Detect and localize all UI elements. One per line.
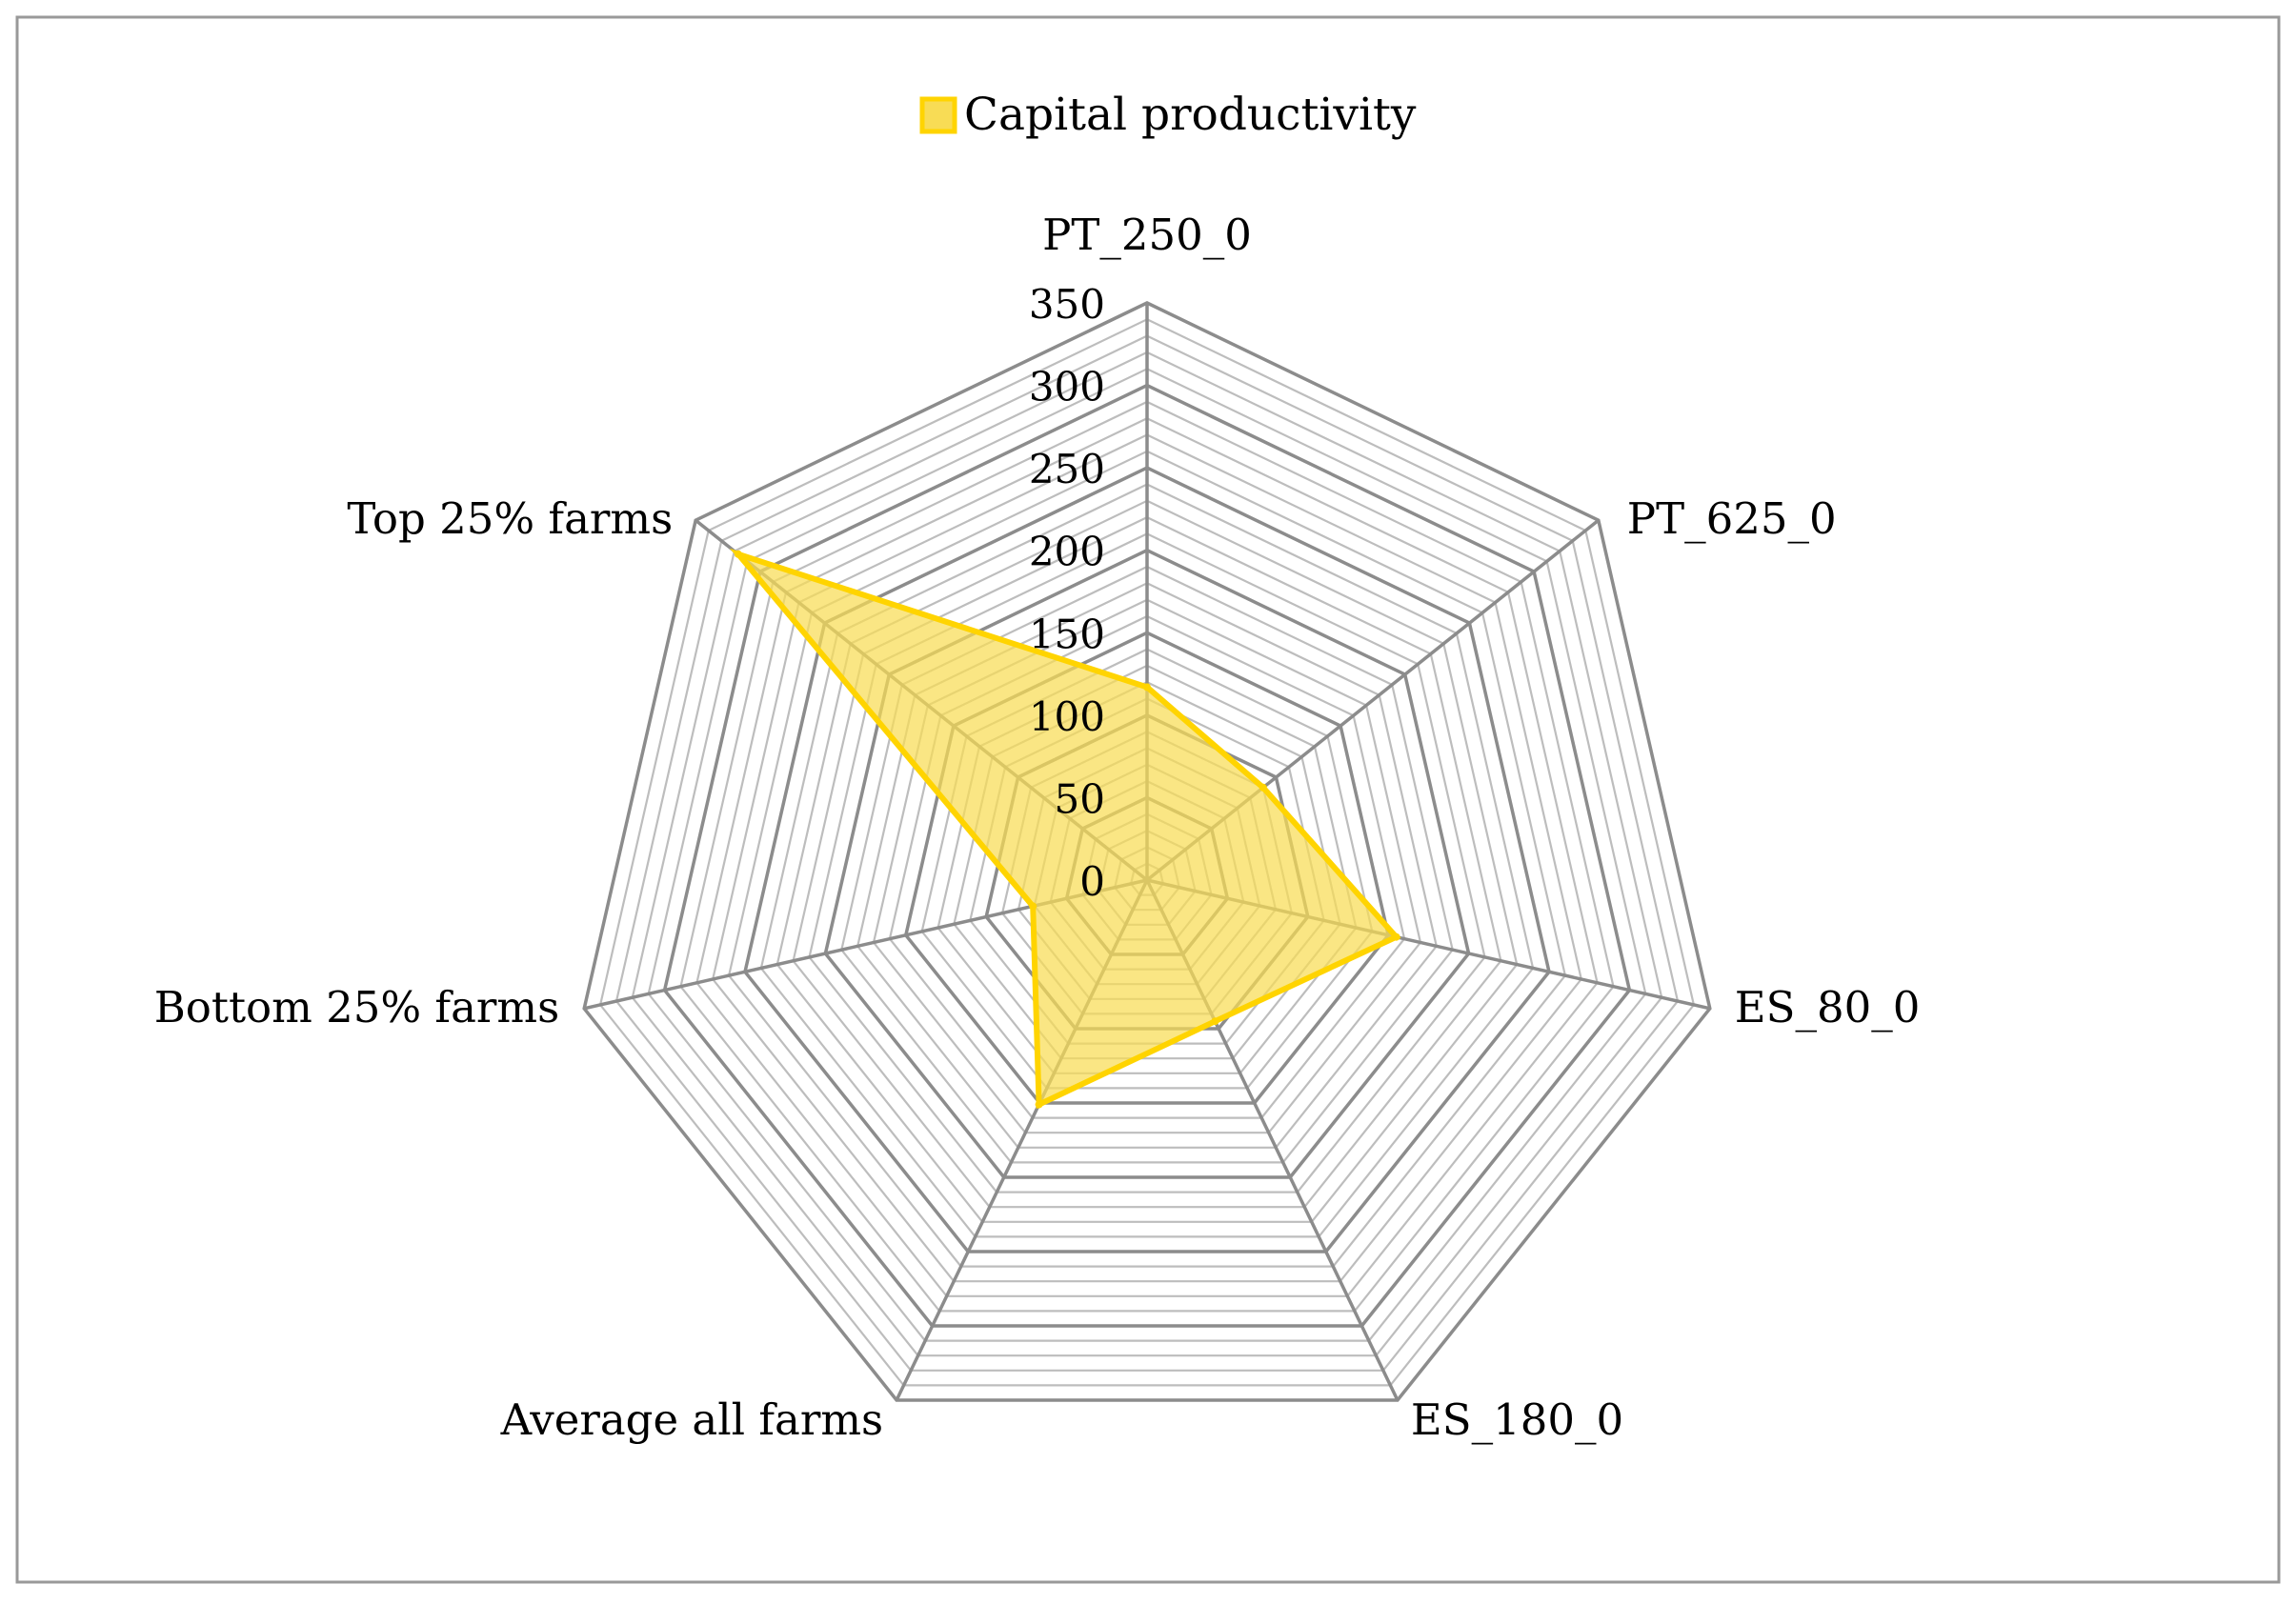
- legend-swatch: [919, 96, 957, 134]
- minor-gridline: [695, 416, 1599, 1297]
- minor-gridline: [808, 532, 1486, 1193]
- minor-gridline: [598, 318, 1696, 1387]
- data-point: [1029, 902, 1037, 911]
- axis-labels: PT_250_0 PT_625_0 ES_80_0 ES_180_0 Average a…: [154, 210, 1921, 1445]
- tick-label: 0: [1079, 858, 1105, 905]
- data-point: [1392, 932, 1400, 941]
- data-point: [1259, 783, 1267, 792]
- tick-label: 150: [1029, 611, 1105, 657]
- minor-gridline: [679, 400, 1615, 1313]
- minor-gridline: [727, 450, 1567, 1268]
- axis-label: PT_625_0: [1627, 493, 1837, 544]
- tick-label: 200: [1029, 529, 1105, 575]
- data-point: [1211, 1017, 1219, 1026]
- major-gridline: [743, 466, 1551, 1253]
- axis-label: Top 25% farms: [347, 493, 673, 544]
- minor-gridline: [647, 368, 1647, 1342]
- tick-labels: 0 50 100 150 200 250 300 350: [1029, 281, 1105, 905]
- legend-label: Capital productivity: [964, 89, 1417, 141]
- tick-label: 250: [1029, 446, 1105, 492]
- tick-label: 300: [1029, 364, 1105, 411]
- minor-gridline: [631, 351, 1663, 1357]
- legend: Capital productivity: [919, 89, 1417, 141]
- axis-label: ES_80_0: [1735, 982, 1921, 1033]
- axis-label: Bottom 25% farms: [154, 982, 559, 1033]
- axis-label: Average all farms: [500, 1394, 883, 1445]
- minor-gridline: [775, 499, 1519, 1223]
- series-area: [729, 548, 1401, 1110]
- major-gridline: [582, 301, 1712, 1402]
- data-point: [1143, 683, 1151, 692]
- minor-gridline: [792, 515, 1502, 1209]
- major-grid: [582, 301, 1712, 1402]
- axis-label: ES_180_0: [1411, 1394, 1623, 1445]
- minor-gridline: [614, 334, 1680, 1372]
- tick-label: 350: [1029, 281, 1105, 328]
- axis-label: PT_250_0: [1042, 210, 1252, 260]
- minor-gridline: [759, 483, 1535, 1238]
- major-gridline: [662, 383, 1632, 1328]
- tick-label: 100: [1029, 693, 1105, 740]
- series-layer: [729, 548, 1401, 1110]
- data-point: [1035, 1100, 1043, 1109]
- minor-gridline: [712, 433, 1582, 1283]
- tick-label: 50: [1055, 775, 1105, 822]
- data-point: [734, 550, 742, 558]
